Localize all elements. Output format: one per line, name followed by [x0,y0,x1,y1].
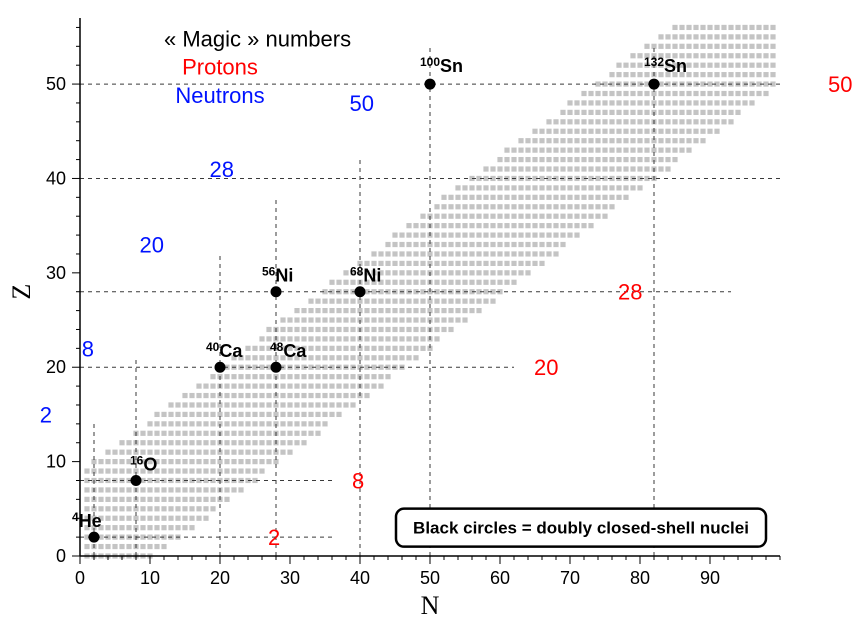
y-tick-label: 50 [46,74,66,94]
proton-magic-label: 2 [268,525,280,550]
nuclide-point [271,287,281,297]
x-tick-label: 10 [140,568,160,588]
neutron-magic-label: 8 [82,336,94,361]
title-line-1: « Magic » numbers [164,26,351,51]
title-line-3: Neutrons [175,83,264,108]
nuclide-label: 40Ca [206,340,243,361]
proton-magic-label: 50 [828,72,852,97]
x-tick-label: 30 [280,568,300,588]
neutron-magic-label: 28 [210,157,234,182]
nuclide-label: 4He [72,510,102,531]
y-axis-label: Z [7,284,36,300]
y-tick-label: 0 [56,546,66,566]
proton-magic-label: 20 [534,355,558,380]
nuclide-point [89,532,99,542]
y-tick-label: 30 [46,263,66,283]
proton-magic-label: 8 [352,468,364,493]
proton-magic-label: 28 [618,280,642,305]
x-tick-label: 20 [210,568,230,588]
x-tick-label: 60 [490,568,510,588]
nuclide-point [215,362,225,372]
title-line-2: Protons [182,55,258,80]
nuclide-chart: 010203040506070809001020304050NZ4He16O40… [0,0,856,628]
nuclide-label: 56Ni [262,265,293,286]
y-tick-label: 40 [46,168,66,188]
nuclide-point [355,287,365,297]
nuclide-point [131,475,141,485]
x-tick-label: 70 [560,568,580,588]
neutron-magic-label: 50 [350,91,374,116]
x-tick-label: 80 [630,568,650,588]
x-tick-label: 0 [75,568,85,588]
nuclide-label: 132Sn [644,55,687,76]
x-tick-label: 50 [420,568,440,588]
y-tick-label: 20 [46,357,66,377]
y-tick-label: 10 [46,452,66,472]
nuclide-label: 100Sn [420,55,463,76]
x-tick-label: 90 [700,568,720,588]
nuclide-point [425,79,435,89]
nuclide-point [649,79,659,89]
x-axis-label: N [421,591,440,620]
neutron-magic-label: 2 [40,402,52,427]
chart-title: « Magic » numbers Protons Neutrons [164,26,351,108]
x-tick-label: 40 [350,568,370,588]
legend-text: Black circles = doubly closed-shell nucl… [413,519,749,538]
nuclide-point [271,362,281,372]
neutron-magic-label: 20 [140,233,164,258]
